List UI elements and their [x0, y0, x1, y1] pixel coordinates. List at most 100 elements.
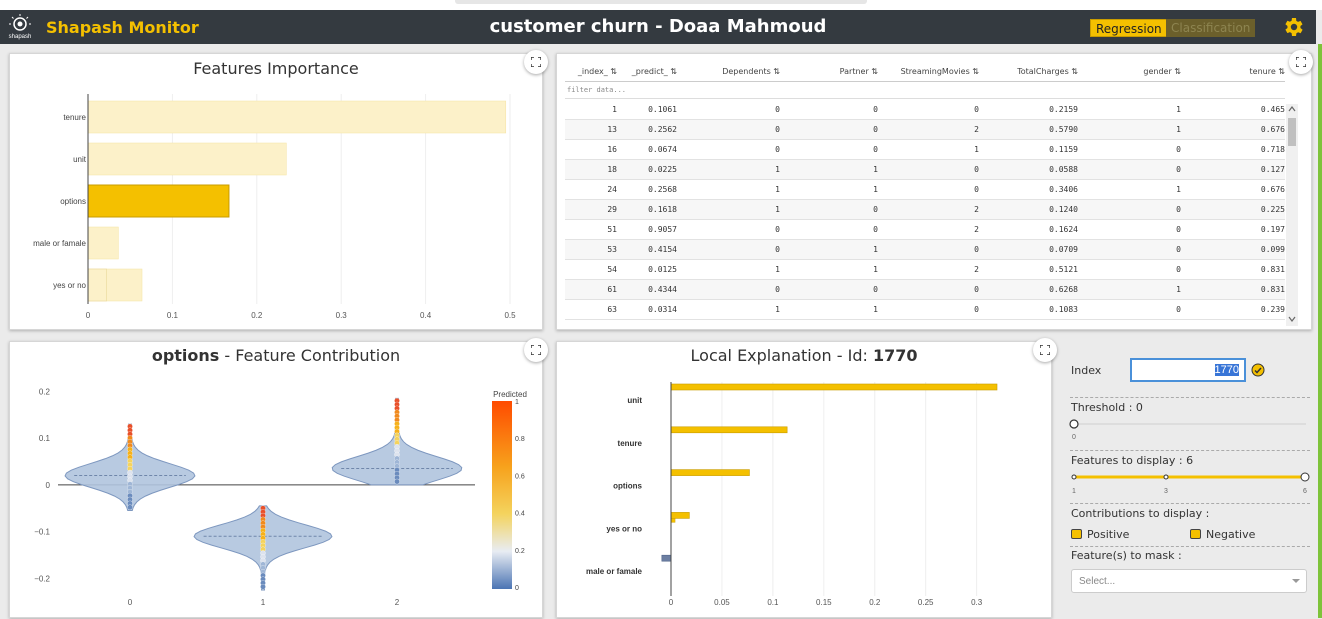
contribution-title-rest: - Feature Contribution	[219, 346, 401, 365]
x-tick-label: 0.2	[869, 598, 881, 607]
contribution-feature-name: options	[151, 346, 220, 365]
column-header[interactable]: tenure ⇅	[1249, 67, 1285, 76]
y-tick-label: tenure	[63, 113, 86, 122]
shapash-logo-icon: shapash	[9, 14, 31, 40]
table-cell: 0.4344	[648, 285, 677, 294]
table-cell: 1	[775, 185, 780, 194]
bar[interactable]	[670, 512, 690, 519]
table-cell: 0.0674	[648, 145, 677, 154]
refresh-icon[interactable]	[1250, 362, 1266, 378]
table-row[interactable]: 16 0.0674 0 0 1 0.1159 0 0.718	[565, 140, 1285, 160]
table-cell: 0.831	[1260, 285, 1285, 294]
features-importance-title: Features Importance	[193, 59, 359, 78]
gear-icon[interactable]	[1281, 15, 1305, 39]
colorbar-tick: 0	[515, 585, 519, 592]
bar[interactable]	[87, 100, 507, 134]
table-cell: 0	[974, 245, 979, 254]
x-tick-label: 0.4	[420, 311, 432, 320]
table-cell: 0.197	[1260, 225, 1285, 234]
table-cell: 1	[775, 305, 780, 314]
table-cell: 0.6268	[1049, 285, 1078, 294]
table-cell: 0.831	[1260, 265, 1285, 274]
table-row[interactable]: 1 0.1061 0 0 0 0.2159 1 0.465	[565, 100, 1285, 120]
table-cell: 0	[873, 145, 878, 154]
table-cell: 0	[775, 125, 780, 134]
positive-checkbox[interactable]	[1071, 529, 1082, 539]
slider-tick-label: 1	[1072, 488, 1076, 495]
features-importance-chart[interactable]: 0 0.1 0.2 0.3 0.4 0.5 tenure unit options male or…	[10, 54, 544, 331]
table-row[interactable]: 53 0.4154 0 1 0 0.0709 0 0.099	[565, 240, 1285, 260]
features-importance-card: Features Importance 0 0.1 0.2 0.3 0.4 0.5 tenu…	[9, 50, 548, 331]
table-row[interactable]: 54 0.0125 1 1 2 0.5121 0 0.831	[565, 260, 1285, 280]
overlay-bar[interactable]	[87, 268, 107, 302]
bar[interactable]	[87, 142, 287, 176]
column-header[interactable]: TotalCharges ⇅	[1017, 67, 1078, 76]
column-header[interactable]: _predict_ ⇅	[631, 67, 677, 76]
table-cell: 1	[873, 305, 878, 314]
local-explanation-chart[interactable]: 0 0.05 0.1 0.15 0.2 0.25 0.3 unit tenure options y…	[557, 342, 1053, 619]
scroll-down-icon[interactable]	[1288, 316, 1296, 322]
bar[interactable]	[670, 383, 998, 391]
table-cell: 1	[873, 165, 878, 174]
table-cell: 2	[974, 205, 979, 214]
table-cell: 0	[873, 225, 878, 234]
positive-label: Positive	[1087, 528, 1130, 541]
index-value: 1770	[1214, 364, 1239, 376]
table-cell: 2	[974, 265, 979, 274]
bar[interactable]	[87, 226, 119, 260]
bar[interactable]	[670, 469, 750, 476]
y-tick-label: options	[613, 482, 642, 491]
expand-icon[interactable]	[1289, 50, 1313, 74]
divider	[1070, 450, 1310, 451]
feature-contribution-chart[interactable]: 0.20.10−0.1−0.20 1 2Predicted10.80.60.40.2…	[10, 342, 544, 619]
expand-icon[interactable]	[1033, 338, 1057, 362]
table-scrollbar[interactable]	[1286, 104, 1298, 326]
column-header[interactable]: Partner ⇅	[839, 67, 878, 76]
table-cell: 0	[1176, 305, 1181, 314]
point	[127, 504, 133, 511]
column-header[interactable]: StreamingMovies ⇅	[900, 67, 979, 76]
column-header[interactable]: gender ⇅	[1143, 67, 1181, 76]
bar[interactable]	[670, 426, 788, 434]
expand-icon[interactable]	[524, 50, 548, 74]
mask-select[interactable]: Select...	[1071, 569, 1307, 593]
column-header[interactable]: Dependents ⇅	[722, 67, 780, 76]
table-cell: 0.1624	[1049, 225, 1078, 234]
table-cell: 0.0709	[1049, 245, 1078, 254]
table-row[interactable]: 51 0.9057 0 0 2 0.1624 0 0.197	[565, 220, 1285, 240]
colorbar-tick: 0.4	[515, 511, 525, 518]
local-explanation-card: Local Explanation - Id: 1770 0 0.05 0.1 0.1…	[556, 338, 1057, 619]
y-tick-label: unit	[73, 155, 87, 164]
feature-contribution-title: options - Feature Contribution	[10, 346, 542, 365]
features-display-slider[interactable]: 1 3 6	[1068, 469, 1312, 497]
column-header[interactable]: _index_ ⇅	[577, 67, 617, 76]
table-cell: 0	[873, 105, 878, 114]
colorbar-tick: 1	[515, 399, 519, 406]
negative-checkbox[interactable]	[1190, 529, 1201, 539]
brand-title[interactable]: Shapash Monitor	[46, 18, 199, 37]
bar[interactable]	[661, 554, 672, 562]
y-tick-label: options	[60, 197, 86, 206]
table-row[interactable]: 29 0.1618 1 0 2 0.1240 0 0.225	[565, 200, 1285, 220]
table-cell: 0	[1176, 245, 1181, 254]
bar-secondary[interactable]	[670, 518, 676, 523]
index-input[interactable]: 1770	[1130, 358, 1246, 382]
table-cell: 0.465	[1260, 105, 1285, 114]
slider-handle[interactable]	[1300, 472, 1310, 482]
table-row[interactable]: 63 0.0314 1 1 0 0.1083 0 0.239	[565, 300, 1285, 320]
classification-button[interactable]: Classification	[1166, 19, 1256, 37]
table-row[interactable]: 18 0.0225 1 1 0 0.0588 0 0.127	[565, 160, 1285, 180]
table-row[interactable]: 24 0.2568 1 1 0 0.3406 1 0.676	[565, 180, 1285, 200]
table-row[interactable]: 61 0.4344 0 0 0 0.6268 1 0.831	[565, 280, 1285, 300]
local-title-id: 1770	[872, 346, 918, 365]
expand-icon[interactable]	[524, 338, 548, 362]
table-cell: 0	[873, 285, 878, 294]
table-cell: 0.2562	[648, 125, 677, 134]
x-tick-label: 0	[128, 598, 133, 607]
filter-input[interactable]: filter data...	[565, 83, 1285, 99]
table-row[interactable]: 13 0.2562 0 0 2 0.5790 1 0.676	[565, 120, 1285, 140]
threshold-slider[interactable]: 0	[1068, 416, 1310, 444]
scroll-up-icon[interactable]	[1288, 106, 1296, 112]
bar[interactable]	[87, 184, 230, 218]
regression-button[interactable]: Regression	[1090, 19, 1168, 37]
